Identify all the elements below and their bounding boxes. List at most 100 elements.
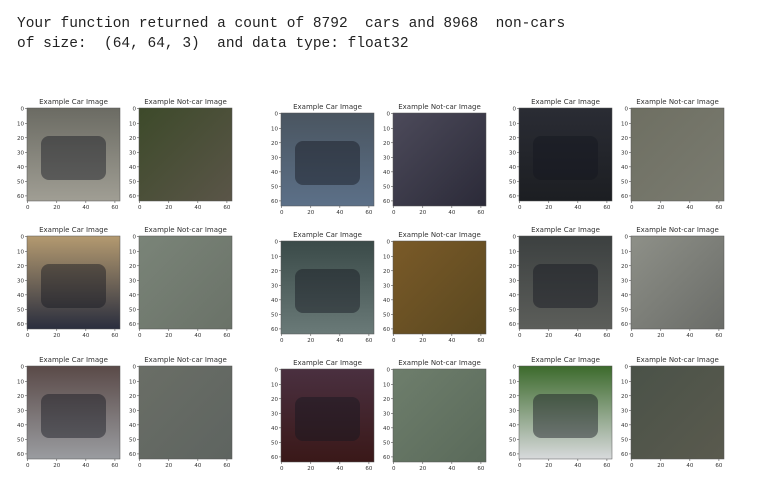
x-tick-label: 0 <box>138 205 142 211</box>
image-frame <box>518 235 613 330</box>
car-shape <box>533 264 598 308</box>
y-tick-label: 20 <box>271 397 278 403</box>
y-tick-label: 0 <box>387 112 391 118</box>
y-tick-label: 50 <box>271 312 278 318</box>
car-shape <box>533 394 598 438</box>
x-tick-label: 20 <box>545 463 552 469</box>
y-tick-label: 10 <box>383 126 390 132</box>
x-tick-label: 0 <box>26 205 30 211</box>
panel-title: Example Car Image <box>39 226 108 234</box>
y-tick-label: 60 <box>129 322 136 328</box>
y-tick-label: 10 <box>621 379 628 385</box>
x-tick-label: 40 <box>194 205 201 211</box>
x-tick-label: 60 <box>111 463 118 469</box>
example-image <box>519 236 612 329</box>
car-shape <box>41 394 106 438</box>
y-tick-label: 40 <box>509 293 516 299</box>
x-tick-label: 0 <box>280 210 284 216</box>
image-frame <box>26 107 121 202</box>
y-tick-label: 30 <box>509 150 516 156</box>
x-tick-label: 0 <box>138 463 142 469</box>
car-shape <box>41 136 106 180</box>
x-tick-label: 60 <box>365 466 372 472</box>
panel-title: Example Not-car Image <box>398 231 481 239</box>
example-image <box>281 113 374 206</box>
image-frame <box>138 107 233 202</box>
y-tick-label: 40 <box>509 165 516 171</box>
y-tick-label: 60 <box>17 194 24 200</box>
car-shape <box>295 141 360 185</box>
y-tick-label: 20 <box>383 269 390 275</box>
y-tick-label: 50 <box>383 312 390 318</box>
y-tick-label: 60 <box>621 322 628 328</box>
example-image <box>393 369 486 462</box>
image-frame <box>630 235 725 330</box>
y-tick-label: 10 <box>383 254 390 260</box>
x-tick-label: 40 <box>82 463 89 469</box>
x-tick-label: 60 <box>477 466 484 472</box>
x-tick-label: 60 <box>603 463 610 469</box>
y-tick-label: 20 <box>383 397 390 403</box>
y-tick-label: 0 <box>513 365 517 371</box>
y-tick-label: 30 <box>17 278 24 284</box>
example-image <box>393 113 486 206</box>
output-line: of size: (64, 64, 3) and data type: floa… <box>17 36 409 52</box>
x-tick-label: 40 <box>448 466 455 472</box>
y-tick-label: 10 <box>509 121 516 127</box>
y-tick-label: 10 <box>271 382 278 388</box>
x-tick-label: 60 <box>477 338 484 344</box>
y-tick-label: 40 <box>509 423 516 429</box>
y-tick-label: 50 <box>383 440 390 446</box>
y-tick-label: 60 <box>17 322 24 328</box>
x-tick-label: 20 <box>53 463 60 469</box>
image-frame <box>630 365 725 460</box>
y-tick-label: 10 <box>17 379 24 385</box>
x-tick-label: 40 <box>686 333 693 339</box>
y-tick-label: 40 <box>383 298 390 304</box>
panel-title: Example Car Image <box>531 226 600 234</box>
y-tick-label: 50 <box>509 307 516 313</box>
panel-title: Example Not-car Image <box>398 359 481 367</box>
x-tick-label: 40 <box>82 333 89 339</box>
y-tick-label: 40 <box>129 165 136 171</box>
y-tick-label: 0 <box>513 235 517 241</box>
y-tick-label: 30 <box>17 150 24 156</box>
y-tick-label: 0 <box>21 365 25 371</box>
x-tick-label: 0 <box>280 466 284 472</box>
y-tick-label: 50 <box>129 179 136 185</box>
y-tick-label: 10 <box>509 379 516 385</box>
y-tick-label: 60 <box>621 452 628 458</box>
image-frame <box>392 112 487 207</box>
y-tick-label: 20 <box>17 136 24 142</box>
y-tick-label: 60 <box>383 327 390 333</box>
example-image <box>281 369 374 462</box>
y-tick-label: 50 <box>17 179 24 185</box>
y-tick-label: 30 <box>17 408 24 414</box>
x-tick-label: 60 <box>715 205 722 211</box>
y-tick-label: 60 <box>271 199 278 205</box>
x-tick-label: 40 <box>336 466 343 472</box>
y-tick-label: 40 <box>621 165 628 171</box>
car-shape <box>533 136 598 180</box>
x-tick-label: 0 <box>518 463 522 469</box>
y-tick-label: 50 <box>129 437 136 443</box>
x-tick-label: 40 <box>574 463 581 469</box>
y-tick-label: 0 <box>275 240 279 246</box>
y-tick-label: 30 <box>271 155 278 161</box>
x-tick-label: 60 <box>223 463 230 469</box>
y-tick-label: 50 <box>621 179 628 185</box>
panel-title: Example Car Image <box>39 356 108 364</box>
x-tick-label: 40 <box>336 338 343 344</box>
image-frame <box>138 365 233 460</box>
image-frame <box>280 112 375 207</box>
x-tick-label: 20 <box>307 338 314 344</box>
y-tick-label: 10 <box>129 121 136 127</box>
y-tick-label: 30 <box>621 408 628 414</box>
panel-title: Example Not-car Image <box>636 98 719 106</box>
x-tick-label: 60 <box>223 205 230 211</box>
y-tick-label: 50 <box>17 437 24 443</box>
x-tick-label: 0 <box>138 333 142 339</box>
x-tick-label: 0 <box>630 205 634 211</box>
image-frame <box>392 368 487 463</box>
